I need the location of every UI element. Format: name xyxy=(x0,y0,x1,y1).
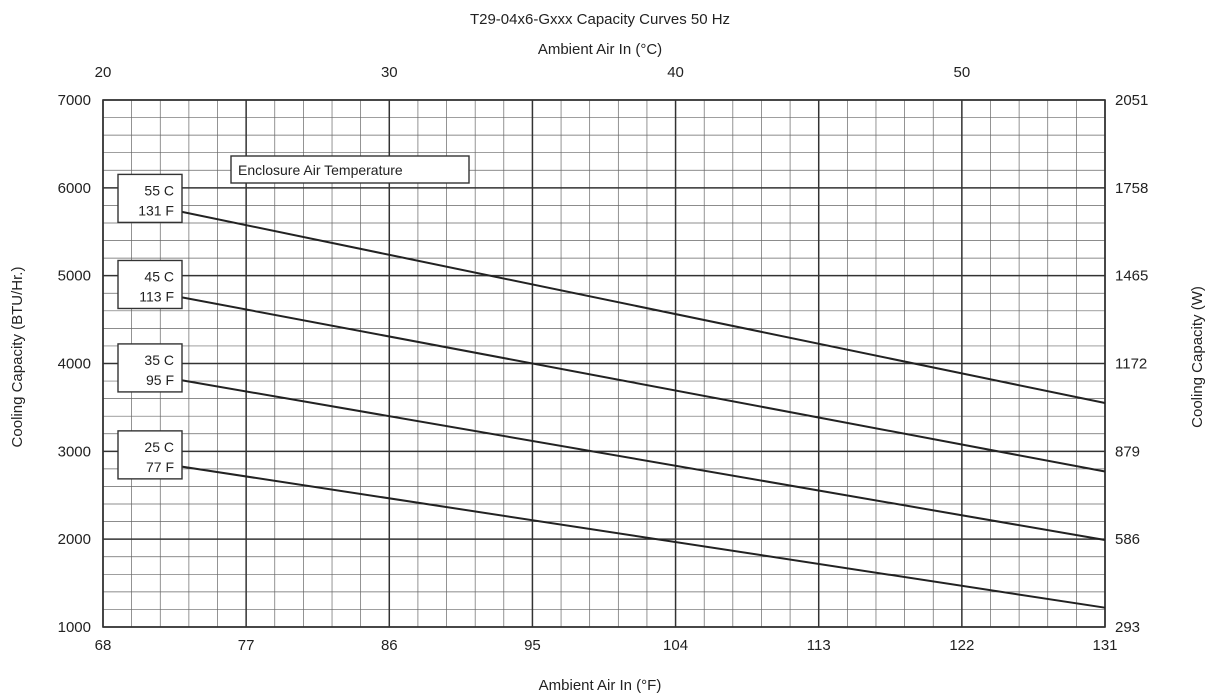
series-label-celsius: 35 C xyxy=(144,352,174,368)
x-tick-label: 104 xyxy=(663,637,688,654)
series-label-box: 25 C 77 F xyxy=(117,430,183,480)
series-label-celsius: 55 C xyxy=(144,182,174,198)
series-label-frame xyxy=(117,173,183,224)
series-label-box: 45 C 113 F xyxy=(117,259,183,310)
series-label-celsius: 25 C xyxy=(144,439,174,455)
series-label-frame xyxy=(117,343,183,393)
top-tick-label: 50 xyxy=(954,64,971,81)
x-tick-label: 113 xyxy=(807,637,831,654)
plot-frame xyxy=(102,99,1106,628)
legend-box: Enclosure Air Temperature xyxy=(230,155,470,184)
x-tick-label: 131 xyxy=(1092,637,1117,654)
right-axis-title: Cooling Capacity (W) xyxy=(1189,286,1206,428)
top-tick-label: 20 xyxy=(95,64,112,81)
legend-frame xyxy=(230,155,470,184)
series-label-fahrenheit: 131 F xyxy=(138,202,174,218)
x-tick-label: 68 xyxy=(95,637,112,654)
series-label-frame xyxy=(117,430,183,480)
top-axis-title: Ambient Air In (°C) xyxy=(538,41,662,58)
right-tick-label: 1758 xyxy=(1115,180,1148,197)
right-tick-label: 586 xyxy=(1115,531,1140,548)
top-tick-label: 40 xyxy=(667,64,684,81)
right-tick-label: 293 xyxy=(1115,619,1140,636)
right-tick-label: 2051 xyxy=(1115,92,1148,109)
y-tick-label: 7000 xyxy=(58,92,91,109)
x-tick-label: 86 xyxy=(381,637,398,654)
right-tick-label: 1172 xyxy=(1115,356,1147,373)
x-axis-title: Ambient Air In (°F) xyxy=(539,677,662,694)
series-lines xyxy=(150,204,1106,609)
y-tick-label: 1000 xyxy=(58,619,91,636)
right-tick-label: 1465 xyxy=(1115,268,1148,285)
series-line xyxy=(150,290,1106,473)
y-tick-label: 2000 xyxy=(58,531,91,548)
x-tick-label: 77 xyxy=(238,637,255,654)
top-tick-label: 30 xyxy=(381,64,398,81)
series-line xyxy=(150,373,1106,542)
series-line xyxy=(150,204,1106,405)
series-label-fahrenheit: 95 F xyxy=(146,372,174,388)
chart-title: T29-04x6-Gxxx Capacity Curves 50 Hz xyxy=(470,11,730,28)
y-tick-label: 3000 xyxy=(58,443,91,460)
x-tick-label: 95 xyxy=(524,637,541,654)
series-labels: 55 C 131 F 45 C 113 F 35 C 95 F 25 C 77 F xyxy=(117,173,183,480)
y-tick-label: 4000 xyxy=(58,356,91,373)
x-tick-label: 122 xyxy=(949,637,974,654)
series-line xyxy=(150,460,1106,609)
y-tick-label: 5000 xyxy=(58,268,91,285)
right-tick-label: 879 xyxy=(1115,443,1140,460)
series-label-celsius: 45 C xyxy=(144,268,174,284)
series-label-fahrenheit: 77 F xyxy=(146,459,174,475)
series-label-frame xyxy=(117,259,183,310)
y-axis-title: Cooling Capacity (BTU/Hr.) xyxy=(9,267,26,448)
tick-labels: 68 77 86 95 104 113 122 131 20 30 40 50 1000 2000 3000… xyxy=(58,64,1149,654)
series-label-fahrenheit: 113 F xyxy=(139,288,174,304)
series-label-box: 55 C 131 F xyxy=(117,173,183,224)
legend-title: Enclosure Air Temperature xyxy=(238,162,403,178)
series-label-box: 35 C 95 F xyxy=(117,343,183,393)
y-tick-label: 6000 xyxy=(58,180,91,197)
